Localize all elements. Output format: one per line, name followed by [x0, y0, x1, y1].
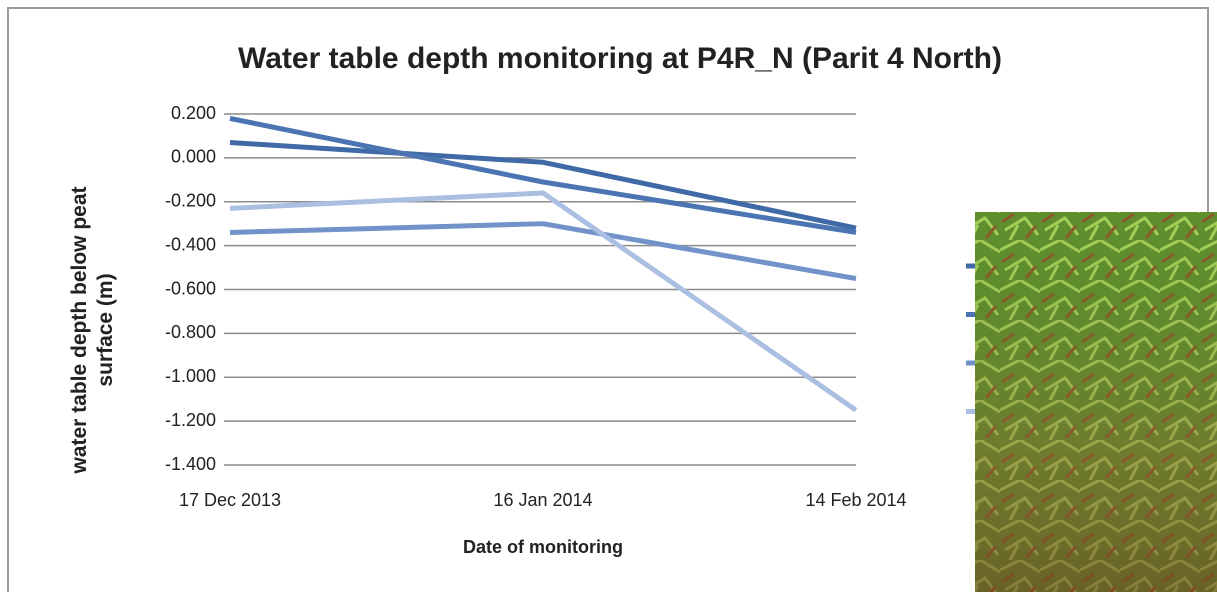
x-tick-label: 14 Feb 2014: [805, 490, 906, 510]
page: Water table depth monitoring at P4R_N (P…: [0, 0, 1217, 592]
y-tick-label: -0.200: [165, 191, 216, 211]
y-tick-label: 0.000: [171, 147, 216, 167]
x-tick-label: 16 Jan 2014: [493, 490, 592, 510]
series-line: [230, 224, 856, 279]
x-tick-label: 17 Dec 2013: [179, 490, 281, 510]
y-axis-label: water table depth below peat surface (m): [67, 160, 119, 500]
y-tick-label: -0.800: [165, 322, 216, 342]
y-tick-label: -1.000: [165, 366, 216, 386]
y-tick-label: -0.400: [165, 234, 216, 254]
series-line: [230, 118, 856, 232]
plot: 0.200 0.000 -0.200 -0.400 -0.600 -0.800 -1.000…: [165, 103, 907, 510]
y-tick-label: -1.400: [165, 454, 216, 474]
photo-shade: [975, 212, 1217, 592]
x-axis-label: Date of monitoring: [463, 537, 623, 557]
chart-title: Water table depth monitoring at P4R_N (P…: [238, 42, 1002, 75]
y-tick-label: -1.200: [165, 410, 216, 430]
chart: Water table depth monitoring at P4R_N (P…: [0, 0, 1217, 592]
y-tick-label: 0.200: [171, 103, 216, 123]
y-tick-label: -0.600: [165, 278, 216, 298]
